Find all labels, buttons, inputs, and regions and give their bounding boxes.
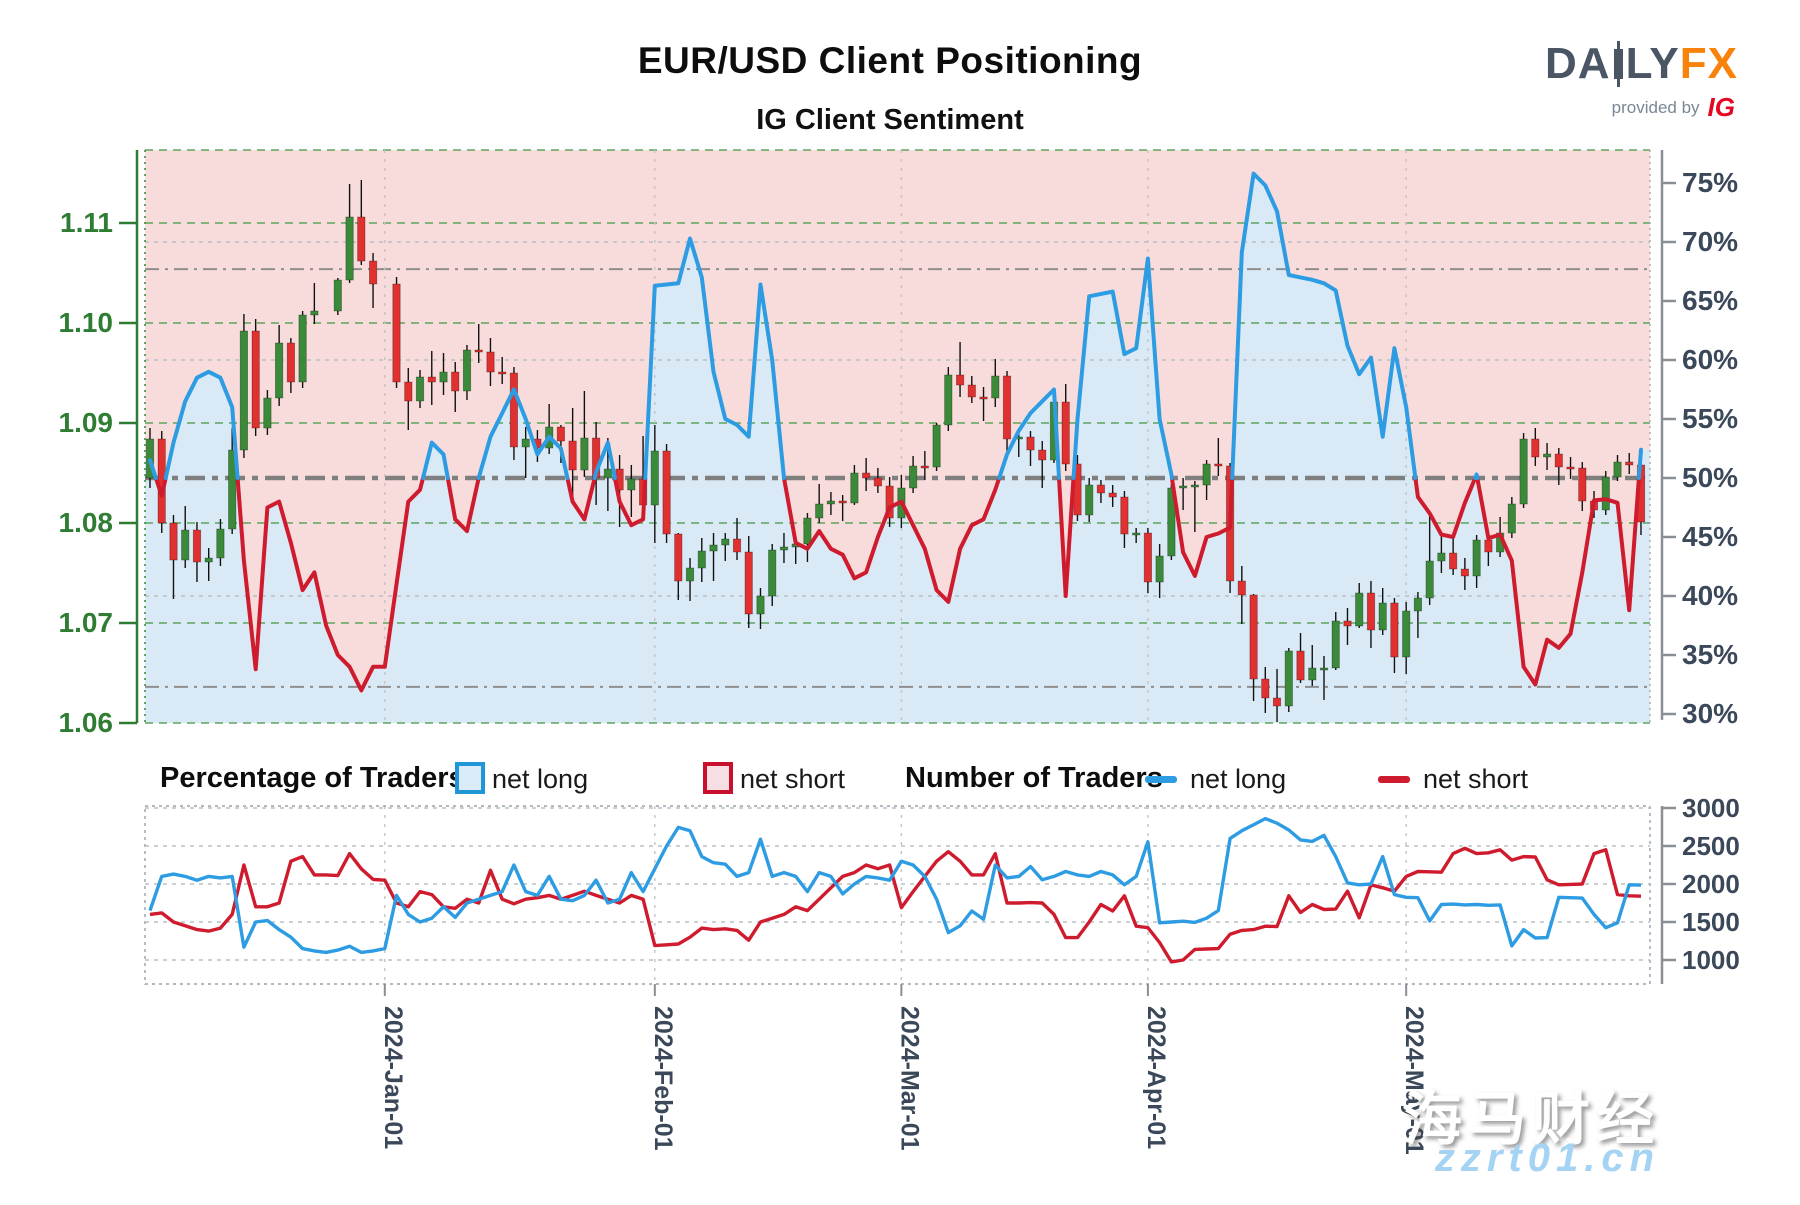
svg-text:2024-Jan-01: 2024-Jan-01 bbox=[379, 1006, 407, 1149]
legend-num-label: Number of Traders bbox=[905, 762, 1163, 794]
watermark-cjk: 海马财经 bbox=[1403, 1087, 1660, 1152]
svg-text:70%: 70% bbox=[1682, 226, 1738, 257]
candles-layer bbox=[145, 180, 1646, 722]
legend-net-long-label: net long bbox=[492, 764, 589, 794]
provided-by-ig: provided by IG bbox=[1545, 92, 1735, 123]
svg-text:2000: 2000 bbox=[1682, 869, 1740, 899]
legend-net-short-swatch bbox=[703, 762, 733, 794]
chart-subtitle: IG Client Sentiment bbox=[756, 104, 1024, 136]
svg-text:1500: 1500 bbox=[1682, 907, 1740, 937]
sentiment-fills bbox=[145, 150, 1650, 724]
legend-net-long-swatch bbox=[455, 762, 485, 794]
dailyfx-logo: DA LY FX provided by IG bbox=[1545, 39, 1745, 123]
svg-text:1.07: 1.07 bbox=[59, 607, 114, 638]
svg-text:1.08: 1.08 bbox=[59, 507, 114, 538]
svg-text:1.10: 1.10 bbox=[59, 307, 114, 338]
ig-logo: IG bbox=[1707, 92, 1735, 122]
legend-count-short-dash bbox=[1378, 776, 1410, 783]
count-chart: 1000 1500 2000 2500 3000 2024-Jan-01 2024-Feb-… bbox=[144, 793, 1740, 1155]
svg-text:1000: 1000 bbox=[1682, 945, 1740, 975]
svg-text:2500: 2500 bbox=[1682, 831, 1740, 861]
price-axis: 1.06 1.07 1.08 1.09 1.10 1.11 bbox=[59, 150, 139, 738]
logo-ly: LY bbox=[1625, 39, 1680, 88]
legend-count-long-label: net long bbox=[1190, 764, 1287, 794]
dailyfx-wordmark: DA LY FX bbox=[1545, 39, 1745, 88]
svg-text:1.11: 1.11 bbox=[60, 207, 113, 238]
svg-text:2024-May-01: 2024-May-01 bbox=[1400, 1006, 1428, 1155]
svg-text:35%: 35% bbox=[1682, 639, 1738, 670]
legend-count-long-dash bbox=[1145, 776, 1177, 783]
svg-text:2024-Feb-01: 2024-Feb-01 bbox=[649, 1006, 677, 1151]
page-title: EUR/USD Client Positioning bbox=[637, 40, 1143, 81]
svg-text:2024-Apr-01: 2024-Apr-01 bbox=[1142, 1006, 1170, 1149]
svg-text:30%: 30% bbox=[1682, 698, 1738, 729]
provided-by-text: provided by bbox=[1611, 97, 1700, 117]
legend-net-short-label: net short bbox=[740, 764, 846, 794]
svg-text:65%: 65% bbox=[1682, 285, 1738, 316]
svg-text:2024-Mar-01: 2024-Mar-01 bbox=[895, 1006, 923, 1151]
svg-text:60%: 60% bbox=[1682, 344, 1738, 375]
svg-text:1.06: 1.06 bbox=[59, 707, 114, 738]
svg-text:40%: 40% bbox=[1682, 580, 1738, 611]
logo-fx: FX bbox=[1679, 39, 1738, 88]
svg-text:3000: 3000 bbox=[1682, 793, 1740, 823]
legend-pct-label: Percentage of Traders bbox=[160, 762, 465, 794]
logo-da: DA bbox=[1545, 39, 1611, 88]
pct-axis: 30% 35% 40% 45% 50% 55% 60% 65% 70% 75% bbox=[1660, 150, 1738, 729]
svg-text:55%: 55% bbox=[1682, 403, 1738, 434]
svg-text:75%: 75% bbox=[1682, 167, 1738, 198]
candlestick-icon bbox=[1613, 41, 1623, 87]
watermark-url: zzrt01.cn bbox=[1434, 1136, 1660, 1180]
svg-text:1.09: 1.09 bbox=[59, 407, 114, 438]
sentiment-line bbox=[148, 171, 1643, 693]
legend-count-short-label: net short bbox=[1423, 764, 1529, 794]
svg-text:50%: 50% bbox=[1682, 462, 1738, 493]
svg-text:45%: 45% bbox=[1682, 521, 1738, 552]
